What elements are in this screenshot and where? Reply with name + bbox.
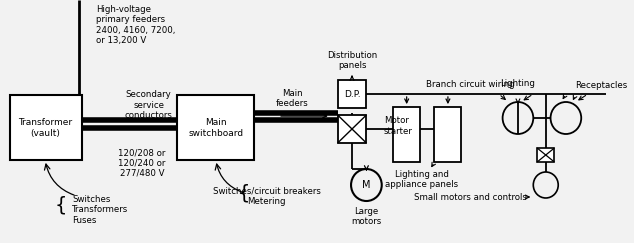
Bar <box>537 148 554 162</box>
Text: Switches/circuit breakers
Metering: Switches/circuit breakers Metering <box>212 186 321 206</box>
Text: High-voltage
primary feeders
2400, 4160, 7200,
or 13,200 V: High-voltage primary feeders 2400, 4160,… <box>96 5 175 45</box>
Bar <box>10 95 82 160</box>
Text: Small motors and controls: Small motors and controls <box>413 192 526 201</box>
Bar <box>338 115 366 143</box>
Text: Switches
Transformers
Fuses: Switches Transformers Fuses <box>72 195 128 225</box>
Bar <box>338 80 366 108</box>
Text: Lighting: Lighting <box>500 79 535 88</box>
Text: 120/208 or
120/240 or
277/480 V: 120/208 or 120/240 or 277/480 V <box>119 148 165 178</box>
Text: Main
switchboard: Main switchboard <box>188 118 243 138</box>
Text: Motor
starter: Motor starter <box>384 116 413 136</box>
Text: M: M <box>362 180 371 190</box>
Text: {: { <box>55 196 67 215</box>
Bar <box>393 107 420 162</box>
Text: {: { <box>238 183 250 202</box>
Text: Lighting and
appliance panels: Lighting and appliance panels <box>385 170 458 189</box>
Text: Transformer
(vault): Transformer (vault) <box>18 118 72 138</box>
Text: D.P.: D.P. <box>344 89 360 98</box>
Text: Distribution
panels: Distribution panels <box>327 51 377 70</box>
Text: Large
motors: Large motors <box>351 207 382 226</box>
Bar <box>178 95 254 160</box>
Text: Secondary
service
conductors: Secondary service conductors <box>125 90 172 120</box>
Text: Main
feeders: Main feeders <box>276 89 309 108</box>
Bar <box>434 107 462 162</box>
Text: Branch circuit wiring: Branch circuit wiring <box>425 80 514 89</box>
Text: Receptacles: Receptacles <box>576 81 628 90</box>
